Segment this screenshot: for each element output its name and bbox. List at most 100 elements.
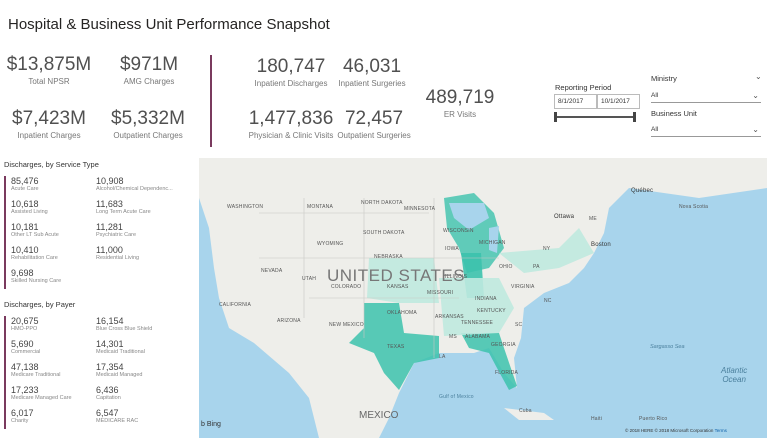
metric-label: Blue Cross Blue Shield <box>96 326 153 332</box>
map-label: NORTH DAKOTA <box>361 200 403 206</box>
highlight-south-central <box>439 278 514 336</box>
terms-link[interactable]: Terms <box>714 428 727 433</box>
metric-value: 20,675 <box>11 316 39 326</box>
map-label: OKLAHOMA <box>387 310 417 316</box>
map-label: TENNESSEE <box>461 320 494 326</box>
map-label: ME <box>589 216 597 222</box>
metric-value: 85,476 <box>11 176 39 186</box>
date-slider-track[interactable] <box>557 116 635 118</box>
map-label: TEXAS <box>387 344 405 350</box>
map-label: NEBRASKA <box>374 254 403 260</box>
kpi-label: Outpatient Charges <box>113 131 183 140</box>
map-label: SC <box>515 322 523 328</box>
map-label: WYOMING <box>317 241 344 247</box>
map-label: NY <box>543 246 551 252</box>
metric-value: 14,301 <box>96 339 124 349</box>
bing-logo: b Bing <box>201 421 221 428</box>
metric-value: 17,233 <box>11 385 39 395</box>
ministry-value: All <box>651 92 659 99</box>
ministry-label: Ministry <box>651 74 677 83</box>
highlight-kansas-oklahoma <box>367 258 439 303</box>
metric-label: HMO-PPO <box>11 326 38 332</box>
highlight-florida <box>461 333 517 390</box>
us-map[interactable]: WASHINGTON MONTANA NORTH DAKOTA MINNESOT… <box>199 158 767 438</box>
kpi-outpatient-surgeries: 72,457 Outpatient Surgeries <box>330 108 418 141</box>
metric-cell: 5,690 Commercial <box>11 339 101 356</box>
metric-cell: 11,281 Psychiatric Care <box>96 222 186 239</box>
metric-label: Assisted Living <box>11 209 48 215</box>
map-label: SOUTH DAKOTA <box>363 230 405 236</box>
metric-label: MEDICARE RAC <box>96 418 139 424</box>
kpi-value: 72,457 <box>344 108 404 129</box>
metric-cell: 10,410 Rehabilitation Care <box>11 245 101 262</box>
kpi-label: Inpatient Discharges <box>254 79 328 88</box>
metric-value: 17,354 <box>96 362 124 372</box>
metric-value: 11,000 <box>96 245 123 255</box>
map-label: PA <box>533 264 540 270</box>
metric-cell: 17,233 Medicare Managed Care <box>11 385 101 402</box>
map-label: ILLINOIS <box>445 274 468 280</box>
start-date-input[interactable]: 8/1/2017 <box>554 94 597 109</box>
metric-cell: 9,698 Skilled Nursing Care <box>11 268 101 285</box>
map-label: INDIANA <box>475 296 497 302</box>
kpi-label: Total NPSR <box>28 77 70 86</box>
page-title: Hospital & Business Unit Performance Sna… <box>8 16 330 33</box>
metric-label: Other LT Sub Acute <box>11 232 59 238</box>
date-slider-start-handle[interactable] <box>554 112 557 122</box>
map-label: LA <box>439 354 446 360</box>
kpi-er-visits: 489,719 ER Visits <box>420 87 500 120</box>
metric-label: Medicare Managed Care <box>11 395 72 401</box>
kpi-value: 46,031 <box>342 56 402 77</box>
map-label: WASHINGTON <box>227 204 264 210</box>
kpi-value: 180,747 <box>256 56 326 77</box>
map-label: IOWA <box>445 246 459 252</box>
highlight-northeast <box>499 228 594 273</box>
metric-label: Capitation <box>96 395 121 401</box>
metric-value: 6,547 <box>96 408 119 418</box>
payer-accent-bar <box>4 316 6 429</box>
metric-label: Residential Living <box>96 255 140 261</box>
highlight-texas <box>349 303 439 390</box>
map-label: Ottawa <box>554 214 575 220</box>
map-label: NC <box>544 298 552 304</box>
map-label: Gulf of Mexico <box>439 394 474 400</box>
map-graphic <box>199 158 767 438</box>
lake-superior <box>449 203 489 230</box>
ocean-label-line: Ocean <box>722 375 746 384</box>
ocean-label: Atlantic Ocean <box>721 366 747 384</box>
chevron-down-icon: ⌄ <box>752 91 759 100</box>
copyright-text: © 2018 HERE © 2018 Microsoft Corporation <box>625 428 714 433</box>
kpi-value: $5,332M <box>111 108 185 129</box>
map-copyright: © 2018 HERE © 2018 Microsoft Corporation… <box>625 428 727 433</box>
date-slider-end-handle[interactable] <box>633 112 636 122</box>
kpi-value: $7,423M <box>12 108 86 129</box>
map-label: Cuba <box>519 408 532 414</box>
kpi-label: AMG Charges <box>123 77 175 86</box>
kpi-outpatient-charges: $5,332M Outpatient Charges <box>98 108 198 141</box>
metric-value: 5,690 <box>11 339 34 349</box>
end-date-input[interactable]: 10/1/2017 <box>597 94 640 109</box>
kpi-label: Inpatient Charges <box>17 131 81 140</box>
kpi-inpatient-charges: $7,423M Inpatient Charges <box>4 108 94 141</box>
business-unit-value: All <box>651 126 659 133</box>
map-label: Québec <box>631 188 654 194</box>
metric-cell: 10,181 Other LT Sub Acute <box>11 222 101 239</box>
metric-cell: 11,000 Residential Living <box>96 245 186 262</box>
metric-cell: 6,017 Charity <box>11 408 101 425</box>
metric-label: Acute Care <box>11 186 39 192</box>
map-label: MICHIGAN <box>479 240 506 246</box>
kpi-total-npsr: $13,875M Total NPSR <box>4 54 94 87</box>
map-label: OHIO <box>499 264 513 270</box>
kpi-value: 1,477,836 <box>248 108 334 129</box>
ministry-dropdown[interactable]: All ⌄ <box>651 89 761 103</box>
kpi-divider <box>210 55 212 147</box>
metric-cell: 17,354 Medicaid Managed <box>96 362 186 379</box>
metric-label: Psychiatric Care <box>96 232 137 238</box>
chevron-down-icon[interactable]: ⌄ <box>755 72 762 81</box>
business-unit-dropdown[interactable]: All ⌄ <box>651 123 761 137</box>
metric-cell: 16,154 Blue Cross Blue Shield <box>96 316 186 333</box>
bing-icon: b <box>201 421 205 428</box>
map-label: UTAH <box>302 276 317 282</box>
metric-label: Alcohol/Chemical Dependenc... <box>96 186 173 192</box>
map-label: Boston <box>591 242 611 248</box>
